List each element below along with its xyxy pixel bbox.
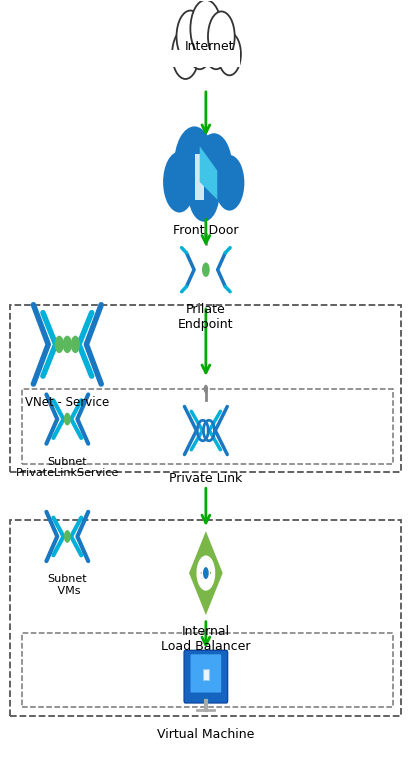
- Polygon shape: [189, 531, 223, 615]
- Text: Subnet
 VMs: Subnet VMs: [48, 574, 87, 596]
- Circle shape: [202, 566, 210, 580]
- Circle shape: [204, 24, 228, 69]
- Circle shape: [71, 336, 80, 353]
- Circle shape: [202, 262, 210, 277]
- Circle shape: [208, 11, 235, 61]
- Text: Front Door: Front Door: [173, 224, 239, 237]
- Text: Internal
Load Balancer: Internal Load Balancer: [161, 626, 251, 653]
- Bar: [23, 389, 393, 464]
- Circle shape: [188, 162, 220, 222]
- Bar: [10, 519, 402, 716]
- Circle shape: [190, 0, 222, 58]
- Circle shape: [62, 336, 72, 353]
- Circle shape: [196, 555, 215, 591]
- Bar: [171, 50, 240, 67]
- Circle shape: [55, 336, 64, 353]
- Polygon shape: [200, 146, 217, 200]
- FancyBboxPatch shape: [191, 654, 221, 692]
- FancyBboxPatch shape: [184, 650, 228, 703]
- Bar: [23, 633, 393, 707]
- Text: Subnet
PrivateLinkService: Subnet PrivateLinkService: [16, 457, 119, 478]
- Text: Internet: Internet: [185, 40, 235, 53]
- Circle shape: [172, 29, 199, 79]
- Bar: [10, 304, 402, 473]
- Text: VNet - Service: VNet - Service: [25, 396, 109, 409]
- Text: Virtual Machine: Virtual Machine: [157, 728, 254, 741]
- Circle shape: [215, 155, 245, 210]
- Circle shape: [203, 385, 208, 393]
- Circle shape: [187, 24, 212, 69]
- Circle shape: [196, 133, 232, 202]
- Bar: [195, 154, 204, 200]
- Circle shape: [176, 11, 204, 63]
- Circle shape: [218, 33, 241, 75]
- Text: Prilate
Endpoint: Prilate Endpoint: [178, 304, 233, 331]
- Circle shape: [64, 530, 71, 543]
- Circle shape: [163, 151, 196, 213]
- Circle shape: [64, 412, 71, 425]
- Text: Private Link: Private Link: [169, 472, 242, 485]
- Circle shape: [204, 232, 208, 238]
- Circle shape: [174, 126, 215, 203]
- Polygon shape: [203, 669, 209, 679]
